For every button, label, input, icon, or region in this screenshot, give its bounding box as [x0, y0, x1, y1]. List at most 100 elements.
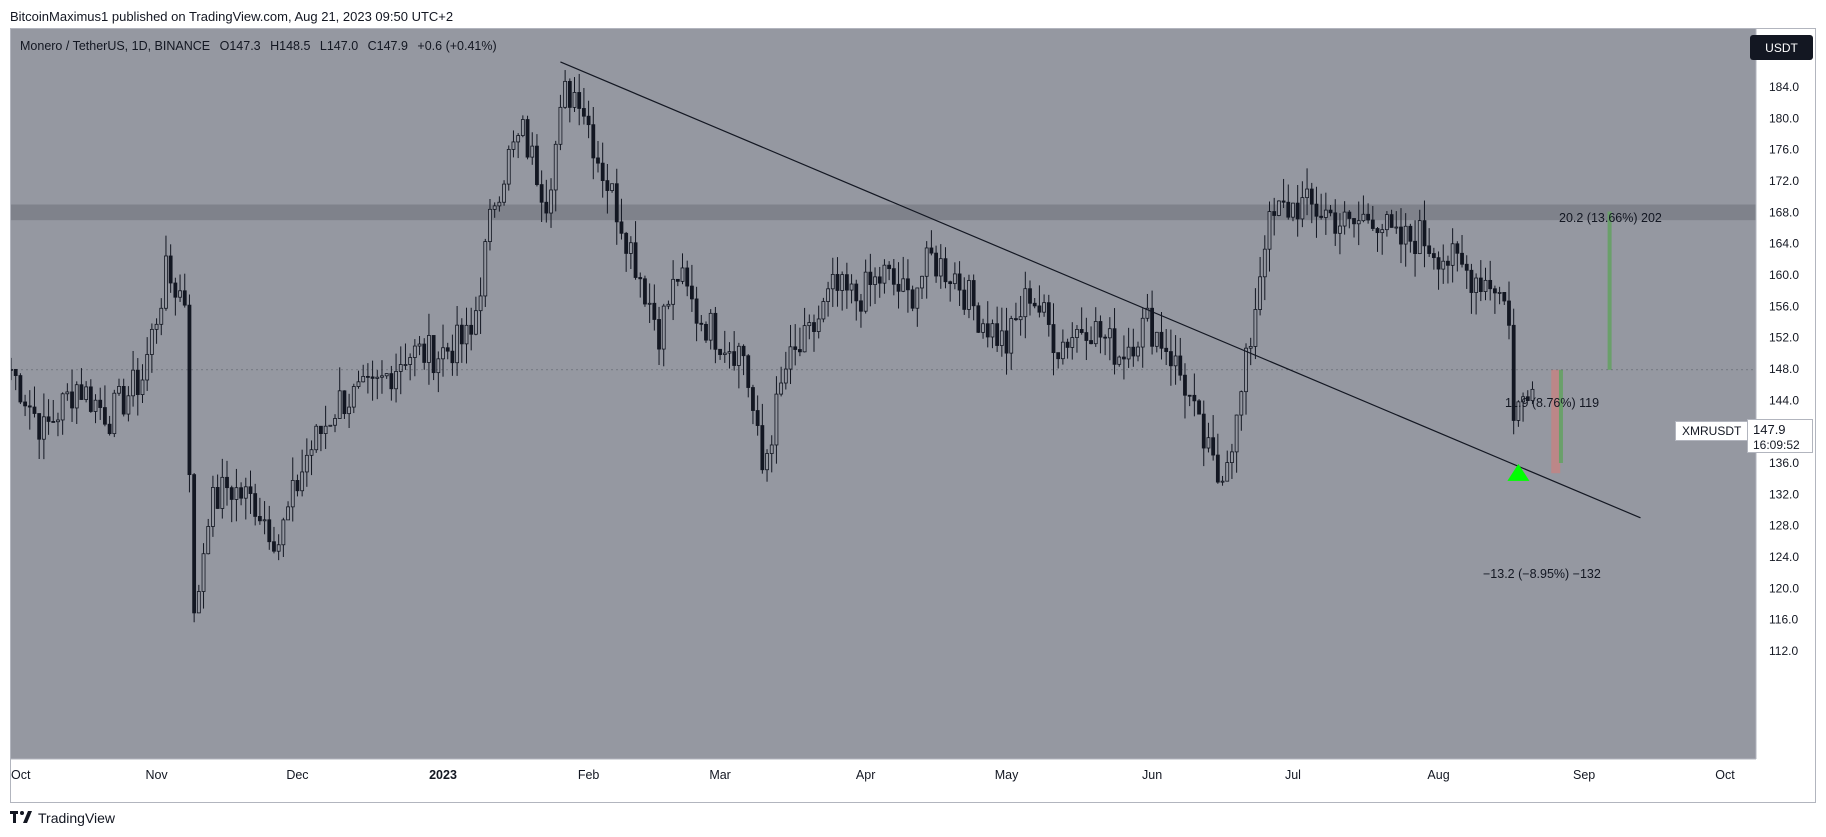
- time-tick-label: Feb: [578, 768, 600, 782]
- candle-body: [375, 376, 380, 379]
- candle-body: [469, 324, 474, 335]
- candle-body: [1065, 341, 1070, 348]
- candle-body: [1150, 307, 1155, 347]
- candle-body: [910, 289, 915, 309]
- candle-body: [27, 405, 32, 408]
- candle-body: [1168, 351, 1173, 367]
- candle-body: [1305, 188, 1309, 199]
- candle-body: [286, 506, 290, 521]
- candle-body: [103, 407, 107, 425]
- candle-body: [581, 108, 586, 117]
- candle-body: [605, 180, 610, 191]
- price-tick-label: 148.0: [1769, 362, 1799, 376]
- candle-body: [708, 312, 713, 341]
- candle-body: [788, 346, 793, 370]
- candle-body: [967, 280, 971, 310]
- candle-body: [553, 143, 558, 191]
- time-axis: Oct Nov Dec 2023 Feb Mar Apr May Jun Jul Aug Sep Oct: [11, 758, 1756, 782]
- price-tick-label: 116.0: [1769, 613, 1798, 627]
- candle-body: [624, 232, 629, 254]
- currency-button[interactable]: USDT: [1750, 35, 1813, 60]
- candle-body: [1117, 356, 1122, 365]
- candle-body: [995, 323, 1000, 346]
- candle-body: [257, 516, 262, 522]
- candle-body: [427, 335, 431, 363]
- candle-body: [985, 323, 990, 338]
- candle-body: [107, 423, 112, 435]
- candle-body: [1042, 302, 1046, 313]
- symbol-price-tag: XMRUSDT: [1675, 421, 1749, 441]
- candle-body: [1464, 263, 1469, 271]
- candle-body: [699, 322, 704, 325]
- candle-body: [741, 345, 746, 357]
- candle-body: [488, 208, 492, 242]
- candle-body: [816, 318, 821, 332]
- time-tick-label: Sep: [1573, 768, 1595, 782]
- candle-body: [577, 92, 582, 109]
- candle-body: [1070, 337, 1075, 348]
- candle-body: [896, 283, 901, 292]
- candle-body: [93, 399, 98, 412]
- candle-body: [88, 386, 93, 412]
- candle-body: [1215, 454, 1220, 483]
- candle-body: [1178, 355, 1183, 376]
- candle-body: [342, 390, 347, 415]
- candle-body: [56, 419, 60, 423]
- candle-body: [356, 381, 361, 387]
- candle-body: [1516, 401, 1521, 421]
- candle-body: [1347, 211, 1352, 219]
- chart-frame[interactable]: 112.0116.0120.0124.0128.0132.0136.0140.0…: [10, 28, 1816, 803]
- candle-body: [1220, 480, 1225, 483]
- candle-body: [117, 386, 121, 394]
- candle-body: [1281, 200, 1286, 203]
- candle-body: [1192, 394, 1197, 402]
- candle-body: [1107, 328, 1112, 339]
- candle-body: [628, 242, 633, 254]
- candle-body: [1060, 341, 1065, 360]
- candle-body: [135, 369, 140, 396]
- candle-body: [882, 264, 887, 284]
- candle-body: [600, 162, 605, 181]
- candle-body: [182, 290, 187, 306]
- candle-body: [535, 145, 539, 185]
- candle-body: [1014, 318, 1018, 321]
- candle-body: [1436, 257, 1441, 270]
- footer-logo-text: TradingView: [38, 810, 116, 826]
- price-chart[interactable]: 112.0116.0120.0124.0128.0132.0136.0140.0…: [11, 29, 1817, 804]
- candle-body: [79, 384, 84, 400]
- candle-body: [1239, 391, 1244, 416]
- candle-body: [1159, 331, 1164, 349]
- price-tick-label: 160.0: [1769, 268, 1799, 282]
- candle-body: [859, 300, 863, 312]
- candle-body: [1272, 211, 1277, 216]
- candle-body: [337, 390, 342, 419]
- candle-body: [384, 373, 389, 377]
- candle-body: [1521, 396, 1525, 403]
- candle-body: [511, 141, 516, 150]
- price-tick-label: 176.0: [1769, 143, 1799, 157]
- candle-body: [1483, 279, 1488, 292]
- candle-body: [1004, 330, 1009, 354]
- candle-body: [229, 487, 234, 500]
- candle-body: [835, 274, 840, 291]
- time-tick-label: Aug: [1427, 768, 1449, 782]
- price-tick-label: 168.0: [1769, 205, 1799, 219]
- candle-body: [1131, 346, 1136, 357]
- target-bar: [1607, 211, 1612, 370]
- candle-body: [253, 493, 258, 517]
- candle-body: [1234, 414, 1239, 453]
- candle-body: [1046, 302, 1051, 325]
- candle-body: [765, 453, 769, 471]
- time-tick-label: Nov: [145, 768, 168, 782]
- time-tick-label: Apr: [856, 768, 875, 782]
- candle-body: [812, 322, 816, 332]
- footer-branding[interactable]: TradingView: [10, 810, 115, 826]
- price-tick-label: 132.0: [1769, 487, 1799, 501]
- last-price: 147.9: [1753, 422, 1786, 437]
- candle-body: [300, 471, 305, 492]
- candles-layer: [11, 70, 1535, 623]
- candle-body: [1145, 307, 1150, 319]
- time-tick-label: May: [995, 768, 1019, 782]
- candle-body: [520, 119, 525, 136]
- candle-body: [957, 273, 962, 291]
